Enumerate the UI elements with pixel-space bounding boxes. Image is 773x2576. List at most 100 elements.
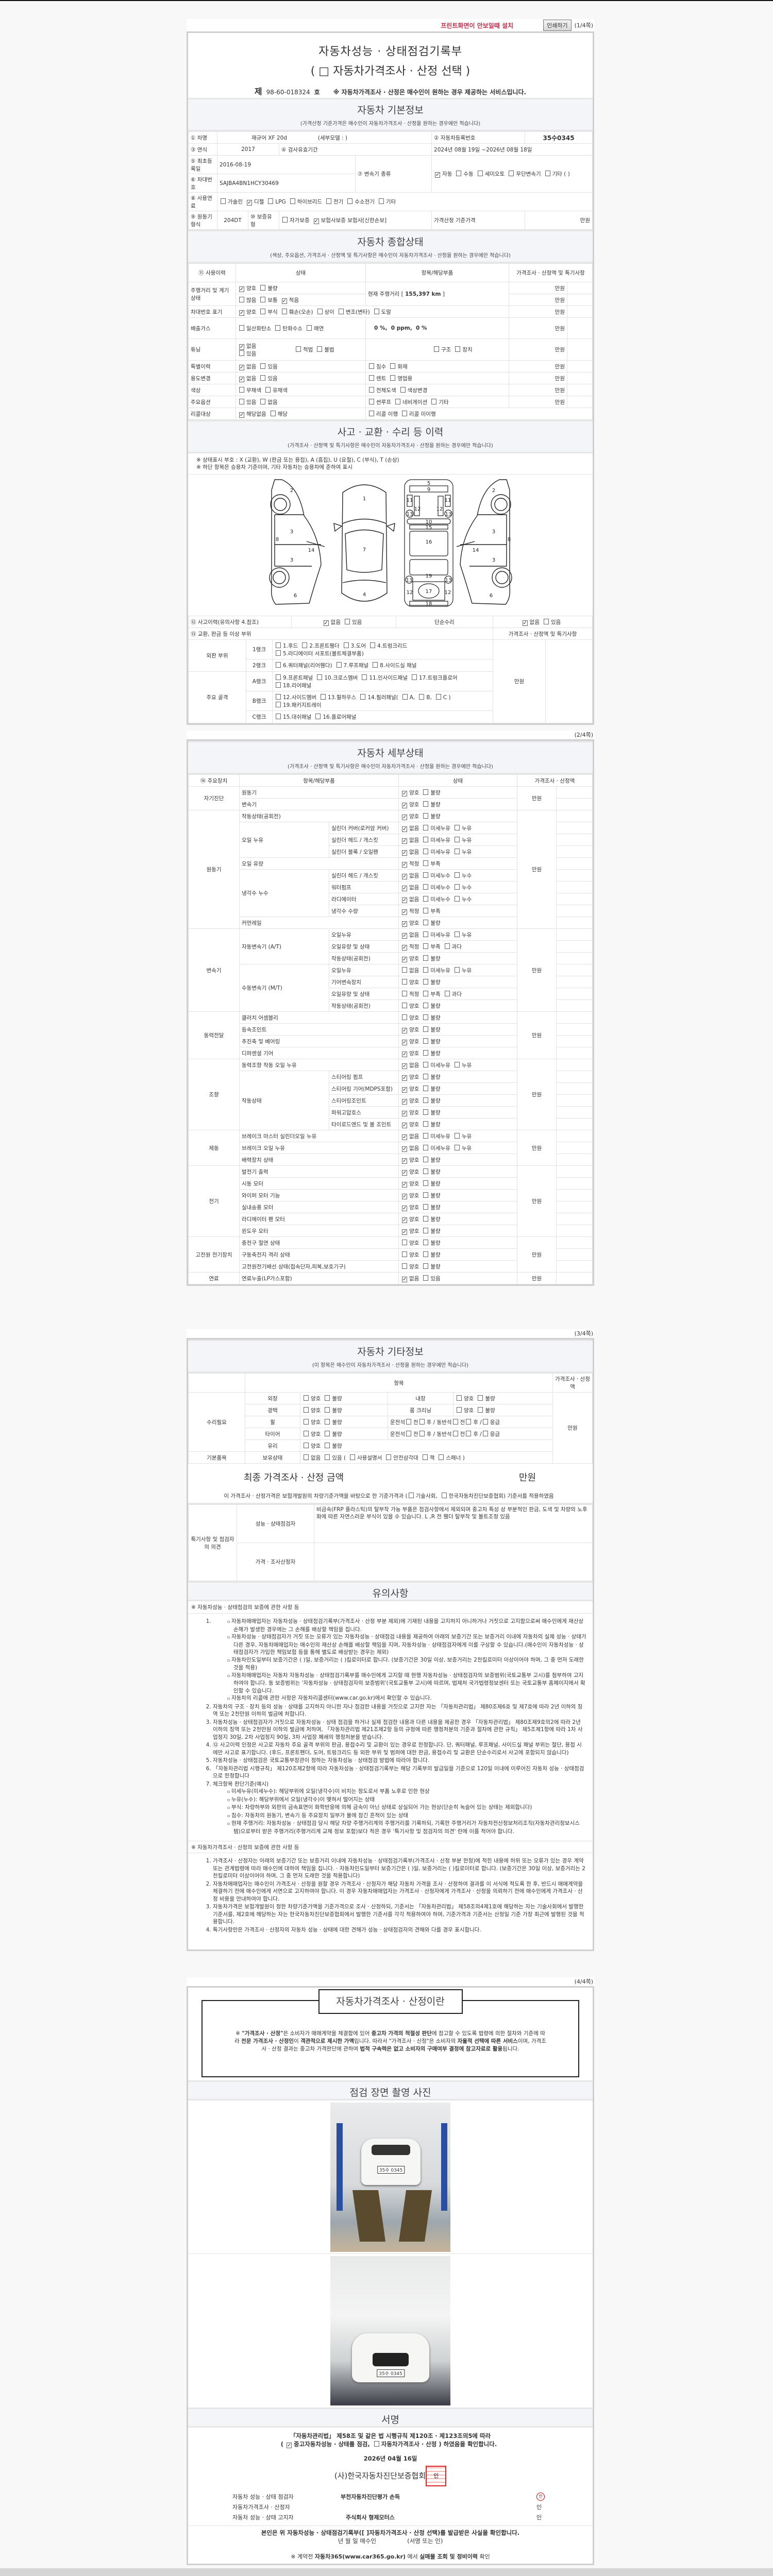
- overall-row: 특별이력 ✓ 없음 있음 침수 화재 만원: [188, 360, 593, 372]
- checkbox-option: 누유: [453, 824, 472, 832]
- checkbox-icon: [373, 662, 378, 668]
- option-label: 구조: [441, 347, 451, 353]
- checkbox-icon: [452, 1430, 458, 1436]
- caution-item: 체크항목 판단기준(예시)미세누유(미세누수): 해당부위에 오일(냉각수)이 …: [213, 1781, 586, 1836]
- car365-link[interactable]: 자동차365(www.car365.go.kr): [314, 2553, 406, 2560]
- definition-text: ※ "가격조사 · 산정"은 소비자가 매매계약을 체결함에 있어 중고차 가격…: [233, 2030, 547, 2053]
- option-label: 불량: [430, 1180, 441, 1187]
- row-label: 주요옵션: [191, 399, 211, 405]
- checkbox-option: 누유: [453, 836, 472, 844]
- checkbox-option: 장치: [454, 346, 473, 353]
- caution-item: 자동차성능 · 상태점검자가 거짓으로 자동차성능 · 상태 점검을 하거나 실…: [213, 1719, 586, 1741]
- option-label: 스패너 ): [446, 1454, 465, 1461]
- option-label: 없음: [409, 931, 419, 938]
- service-notice: ※ 자동차가격조사 · 산정은 매수인이 원하는 경우 제공하는 서비스입니다.: [333, 89, 527, 96]
- checkbox-icon: [452, 1418, 458, 1425]
- device-group: 고전원 전기장치: [195, 1251, 232, 1258]
- diagram-part-number: 7: [363, 547, 366, 553]
- checkbox-option: 불량: [422, 1073, 441, 1081]
- checkbox-icon: [454, 848, 460, 854]
- checkbox-option: 13.휠하우스: [320, 693, 356, 701]
- option-label: 불량: [430, 1192, 441, 1199]
- definition-segment: 됩니다.: [502, 2046, 519, 2052]
- print-install-link[interactable]: 프린트화면이 안보일때 설치: [441, 22, 514, 29]
- checkbox-option: 구조: [433, 346, 451, 353]
- option-label: 19.패키지트레이: [283, 702, 322, 708]
- checkbox-option: 3.도어: [343, 642, 366, 650]
- checkbox-icon: [423, 943, 429, 949]
- item-label: 추진축 및 베어링: [242, 1038, 280, 1045]
- unit: %,: [379, 325, 388, 331]
- checkbox-option: ✓ 없음: [401, 872, 419, 879]
- device-group: 제동: [209, 1145, 219, 1151]
- row-label: 리콜대상: [191, 411, 211, 417]
- option-label: 불량: [332, 1407, 342, 1414]
- group-label: 특기사항 및 점검자의 의견: [191, 1536, 234, 1550]
- detail-row: 오일 유량 ✓ 적정 부족: [189, 857, 593, 870]
- checked-box-icon: ✓: [402, 1110, 407, 1116]
- checkbox-option: 기타 ( ): [544, 170, 570, 178]
- row-label: 특별이력: [191, 363, 211, 370]
- seal-mark: 인: [536, 2514, 542, 2521]
- checkbox-option: 자동차가격조사 · 산정 ) 하였음을 확인합니다.: [373, 2440, 497, 2448]
- checked-box-icon: ✓: [281, 298, 287, 304]
- label: ③ 연식: [191, 146, 208, 153]
- checkbox-icon: [276, 714, 281, 719]
- checkbox-icon: [441, 1493, 447, 1498]
- price-unit: 만원: [531, 967, 542, 974]
- checkbox-icon: [265, 386, 271, 393]
- checkbox-icon: [454, 967, 460, 973]
- option-label: 미세누유: [430, 1062, 450, 1069]
- section-heading: 자동차 기타정보: [357, 1346, 424, 1358]
- checkbox-icon: [423, 836, 429, 842]
- price-unit: 만원: [531, 1251, 542, 1258]
- label: ⑦ 변속기 종류: [358, 171, 391, 177]
- option-label: 미세누수: [430, 896, 450, 903]
- checkbox-option: 유채색: [264, 386, 288, 394]
- option-label: 누유: [461, 1133, 472, 1140]
- rank-label: A랭크: [252, 679, 266, 685]
- option-label: 썬루프: [376, 399, 391, 405]
- car-icon: 35수 0345: [352, 2333, 429, 2382]
- option-label: 있음 (: [332, 1454, 346, 1461]
- checkbox-option: ✓ 양호: [401, 1026, 419, 1033]
- section-subheading: (가격조사 · 산정액 및 특기사항은 매수인이 자동차가격조사 · 산정을 원…: [288, 764, 493, 770]
- option-label: 부족: [430, 908, 441, 914]
- row-label: 주행거리 및 계기상태: [191, 287, 229, 301]
- checkbox-option: ✓ 없음: [401, 848, 419, 856]
- diagram-part-number: 13: [445, 578, 452, 583]
- checkbox-icon: [304, 1406, 309, 1413]
- checkbox-option: 불량: [422, 1251, 441, 1259]
- option-label: 불량: [430, 1157, 441, 1163]
- checked-box-icon: ✓: [313, 218, 319, 224]
- option-label: 불량: [430, 1050, 441, 1057]
- checked-box-icon: ✓: [402, 826, 407, 832]
- checkbox-option: 양호: [456, 1395, 474, 1402]
- print-button[interactable]: 인쇄하기: [543, 20, 572, 31]
- caution-sub-item: 자동차매매업자는 자동차 자동차성능 · 상태점검기록부를 매수인에게 고지할 …: [231, 1672, 586, 1695]
- option-label: 부족: [430, 991, 441, 997]
- checkbox-icon: [454, 931, 460, 937]
- option-label: 없음: [409, 1062, 419, 1069]
- option-label: 미세누수: [430, 872, 450, 879]
- caution-list: 자동차매매업자는 자동차성능 · 상태점검기록부(가격조사 · 산정 부분 제외…: [188, 1614, 593, 1841]
- checkbox-icon: [369, 363, 374, 369]
- caution-sub-item: 부식: 차량하부와 외판의 금속표면이 화학반응에 의해 금속이 아닌 상태로 …: [231, 1804, 586, 1812]
- option-label: 양호: [311, 1407, 321, 1414]
- checkbox-option: 리콜 이행: [368, 410, 398, 418]
- option-label: 네비게이션: [402, 399, 428, 405]
- column-header: 가격조사 · 산정액 및 특기사항: [508, 631, 577, 637]
- overall-row: 주요옵션 있음 없음 썬루프 네비게이션 기타 만원: [188, 396, 593, 408]
- diagram-part-number: 15: [426, 525, 432, 531]
- detail-row: 스티어링 기어(MDPS포함) ✓ 양호 불량: [189, 1082, 593, 1095]
- note-text: 실매물 조회 및 정비이력: [419, 2553, 478, 2560]
- checkbox-option: 있음: [259, 375, 278, 382]
- car-icon: 35수 0345: [361, 2139, 421, 2185]
- option-label: 자동차가격조사 · 산정 ) 하였음을 확인합니다.: [381, 2441, 497, 2448]
- definition-segment: 은 소비자가 매매계약을 체결함에 있어: [283, 2030, 372, 2037]
- checkbox-option: 17.트렁크플로어: [411, 674, 458, 682]
- checkbox-icon: [304, 1395, 309, 1401]
- option-label: 불량: [267, 285, 278, 292]
- checkbox-option: 양호: [401, 1014, 419, 1022]
